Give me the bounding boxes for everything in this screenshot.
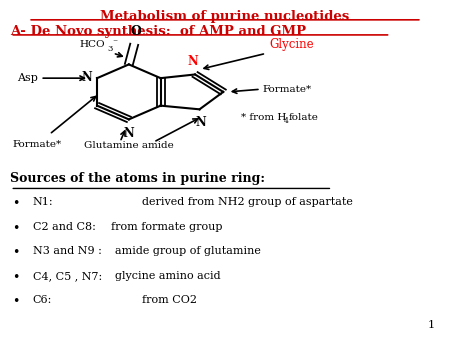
Text: N: N xyxy=(188,55,198,68)
Text: Glycine: Glycine xyxy=(270,39,315,51)
Text: glycine amino acid: glycine amino acid xyxy=(116,271,221,281)
Text: N1:: N1: xyxy=(33,197,53,208)
Text: •: • xyxy=(13,271,20,284)
Text: O: O xyxy=(130,25,141,38)
Text: N: N xyxy=(123,127,134,140)
Text: Metabolism of purine nucleotides: Metabolism of purine nucleotides xyxy=(100,10,350,23)
Text: C6:: C6: xyxy=(33,295,52,305)
Text: •: • xyxy=(13,295,20,308)
Text: 3: 3 xyxy=(108,45,113,53)
Text: amide group of glutamine: amide group of glutamine xyxy=(116,246,261,257)
Text: from CO2: from CO2 xyxy=(142,295,197,305)
Text: C4, C5 , N7:: C4, C5 , N7: xyxy=(33,271,102,281)
Text: 1: 1 xyxy=(428,320,435,330)
Text: Glutamine amide: Glutamine amide xyxy=(84,141,174,149)
Text: Asp: Asp xyxy=(17,73,38,83)
Text: N: N xyxy=(195,116,206,129)
Text: A- De Novo synthesis:  of AMP and GMP: A- De Novo synthesis: of AMP and GMP xyxy=(10,25,306,38)
Text: derived from NH2 group of aspartate: derived from NH2 group of aspartate xyxy=(142,197,353,208)
Text: * from H: * from H xyxy=(241,113,286,122)
Text: folate: folate xyxy=(288,113,319,122)
Text: •: • xyxy=(13,246,20,260)
Text: from formate group: from formate group xyxy=(111,222,222,232)
Text: N: N xyxy=(82,71,93,84)
Text: •: • xyxy=(13,197,20,211)
Text: HCO: HCO xyxy=(79,40,105,49)
Text: Sources of the atoms in purine ring:: Sources of the atoms in purine ring: xyxy=(10,172,266,185)
Text: ⁻: ⁻ xyxy=(113,38,118,47)
Text: •: • xyxy=(13,222,20,235)
Text: 4: 4 xyxy=(284,117,288,125)
Text: Formate*: Formate* xyxy=(13,140,62,149)
Text: N3 and N9 :: N3 and N9 : xyxy=(33,246,102,257)
Text: C2 and C8:: C2 and C8: xyxy=(33,222,95,232)
Text: Formate*: Formate* xyxy=(262,85,311,94)
